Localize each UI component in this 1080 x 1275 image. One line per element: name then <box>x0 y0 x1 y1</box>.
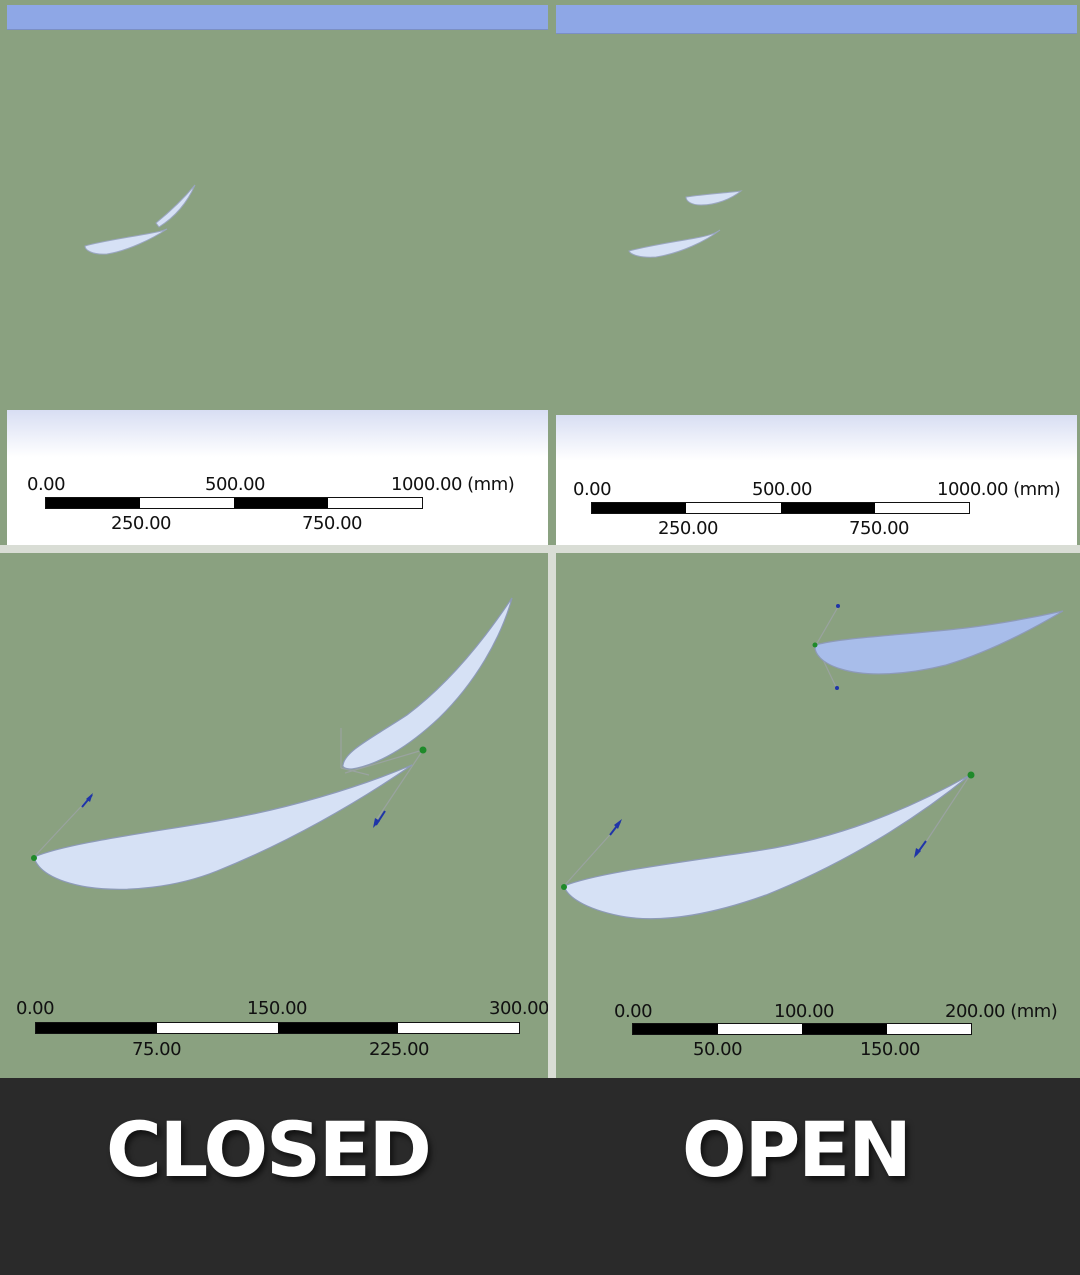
closed-detail-node-marker-2 <box>419 746 427 754</box>
open-detail-scale-label-100: 100.00 <box>774 1001 834 1022</box>
closed-detail-viewport[interactable]: 0.00 150.00 300.00 75.00 225.00 <box>7 553 548 1078</box>
closed-detail-geometry <box>31 597 513 890</box>
open-detail-scale-label-150: 150.00 <box>860 1039 920 1060</box>
open-detail-scale-label-50: 50.00 <box>693 1039 743 1060</box>
closed-overview-scale-label-0: 0.00 <box>27 474 66 495</box>
open-detail-geometry <box>561 604 1064 920</box>
closed-overview-scale-label-1000: 1000.00 (mm) <box>391 474 515 495</box>
open-detail-vector-arrow-2 <box>914 840 927 858</box>
open-overview-scale-label-250: 250.00 <box>658 518 718 539</box>
open-overview-geometry <box>628 190 743 258</box>
closed-overview-scalebar <box>45 497 423 509</box>
closed-overview-viewport[interactable] <box>7 5 548 410</box>
closed-detail-scale-label-225: 225.00 <box>369 1039 429 1060</box>
closed-overview-main-airfoil <box>84 228 168 255</box>
open-overview-scale-label-750: 750.00 <box>849 518 909 539</box>
closed-overview-geometry <box>84 184 196 255</box>
open-detail-node-marker-1 <box>561 884 567 890</box>
geometry-comparison-stage: 0.00 500.00 1000.00 (mm) 250.00 750.00 0… <box>0 0 1080 1078</box>
open-overview-main-airfoil <box>628 229 721 258</box>
open-overview-scale-label-0: 0.00 <box>573 479 612 500</box>
caption-band <box>0 1078 1080 1275</box>
closed-overview-header-bar <box>7 5 548 30</box>
open-overview-header-bar <box>556 5 1077 34</box>
closed-detail-main-airfoil <box>33 764 413 890</box>
closed-detail-scale-label-75: 75.00 <box>132 1039 182 1060</box>
open-overview-scale-label-1000: 1000.00 (mm) <box>937 479 1061 500</box>
horizontal-divider <box>0 545 1080 553</box>
vertical-divider <box>548 545 556 1078</box>
open-detail-scalebar <box>632 1023 972 1035</box>
closed-overview-scale-label-250: 250.00 <box>111 513 171 534</box>
closed-caption: CLOSED <box>106 1105 432 1194</box>
open-detail-flap-point-bottom <box>835 686 839 690</box>
closed-detail-node-marker-1 <box>31 855 37 861</box>
open-overview-viewport[interactable] <box>556 5 1077 415</box>
closed-detail-scale-label-0: 0.00 <box>16 998 55 1019</box>
closed-detail-vector-arrow-2 <box>373 810 386 828</box>
open-detail-scale-label-0: 0.00 <box>614 1001 653 1022</box>
open-detail-node-marker-3 <box>812 642 818 648</box>
closed-overview-flap-airfoil <box>155 184 196 228</box>
closed-overview-scale-panel: 0.00 500.00 1000.00 (mm) 250.00 750.00 <box>7 410 548 545</box>
closed-detail-scale-label-300: 300.00 <box>489 998 548 1019</box>
closed-detail-flap-airfoil <box>342 597 513 770</box>
open-detail-viewport[interactable]: 0.00 100.00 200.00 (mm) 50.00 150.00 <box>556 553 1077 1078</box>
open-detail-flap-point-top <box>836 604 840 608</box>
open-detail-main-airfoil <box>563 774 971 920</box>
open-overview-scale-label-500: 500.00 <box>752 479 812 500</box>
open-detail-node-marker-2 <box>967 771 975 779</box>
closed-detail-scalebar <box>35 1022 520 1034</box>
open-overview-scale-panel: 0.00 500.00 1000.00 (mm) 250.00 750.00 <box>556 415 1077 545</box>
open-caption: OPEN <box>682 1105 912 1194</box>
closed-detail-scale-label-150: 150.00 <box>247 998 307 1019</box>
closed-overview-scale-label-750: 750.00 <box>302 513 362 534</box>
open-detail-flap-airfoil <box>814 610 1064 675</box>
closed-detail-vector-arrow-1 <box>81 793 93 808</box>
open-detail-scale-label-200: 200.00 (mm) <box>945 1001 1058 1022</box>
open-overview-flap-airfoil <box>685 190 743 206</box>
closed-overview-scale-label-500: 500.00 <box>205 474 265 495</box>
open-detail-vector-arrow-1 <box>609 819 622 836</box>
open-overview-scalebar <box>591 502 970 514</box>
